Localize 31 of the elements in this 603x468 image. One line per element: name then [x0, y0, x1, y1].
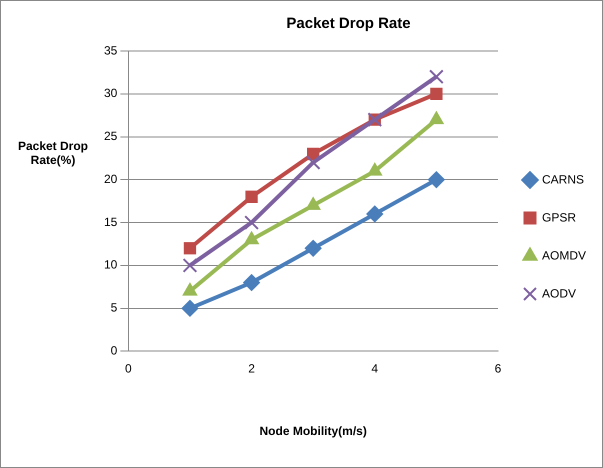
y-tick-label: 15 — [104, 214, 118, 229]
point — [244, 215, 259, 230]
x-tick-label: 0 — [125, 362, 132, 376]
y-tick-label: 25 — [104, 129, 118, 144]
point — [430, 88, 443, 100]
point — [429, 69, 444, 84]
y-tick-label: 0 — [110, 344, 118, 358]
point — [428, 171, 445, 188]
y-tick-label: 30 — [104, 86, 118, 100]
x-axis-title: Node Mobility(m/s) — [260, 424, 367, 438]
legend-label: GPSR — [542, 210, 576, 224]
y-tick-label: 35 — [104, 43, 118, 58]
x-tick-label: 6 — [494, 362, 502, 376]
point — [182, 258, 198, 273]
point — [181, 300, 198, 317]
point — [184, 242, 196, 254]
point — [245, 190, 258, 203]
chart-title: Packet Drop Rate — [286, 15, 411, 32]
point — [304, 240, 322, 257]
x-tick-label: 4 — [371, 362, 378, 376]
y-tick-label: 20 — [104, 172, 118, 186]
legend-label: AOMDV — [542, 248, 586, 262]
legend-label: CARNS — [542, 172, 584, 186]
point — [306, 155, 321, 170]
y-tick-label: 5 — [110, 300, 118, 315]
y-axis-title: Packet Drop Rate(%) — [16, 139, 90, 167]
point — [366, 205, 384, 222]
x-tick-label: 2 — [248, 362, 256, 376]
y-tick-label: 10 — [104, 258, 118, 272]
point — [243, 274, 260, 292]
legend-label: AODV — [542, 286, 576, 300]
